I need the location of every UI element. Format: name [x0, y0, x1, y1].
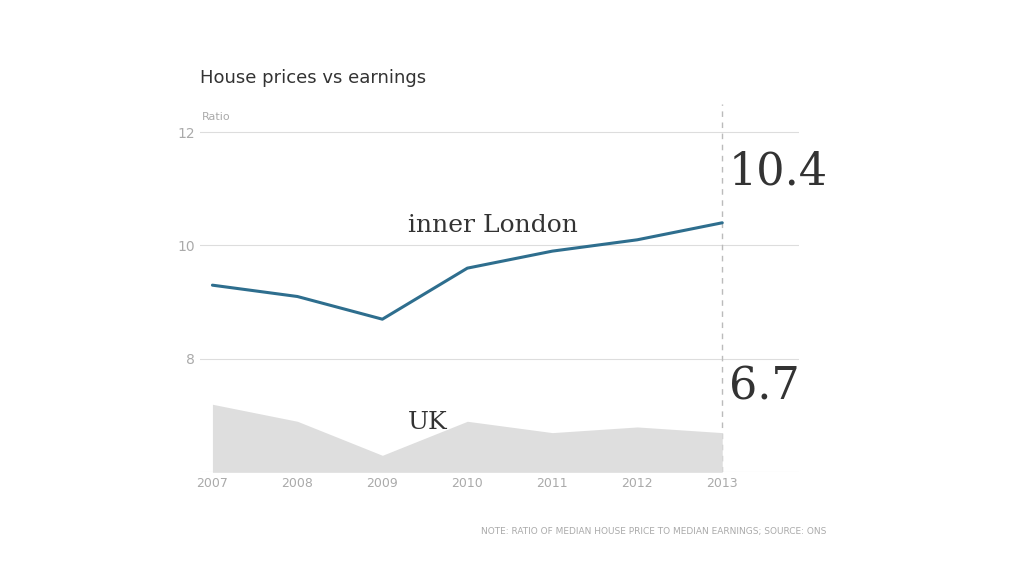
Text: Ratio: Ratio [202, 112, 230, 122]
Text: 10.4: 10.4 [729, 150, 828, 194]
Text: NOTE: RATIO OF MEDIAN HOUSE PRICE TO MEDIAN EARNINGS; SOURCE: ONS: NOTE: RATIO OF MEDIAN HOUSE PRICE TO MED… [481, 527, 826, 536]
Text: UK: UK [408, 411, 447, 434]
Text: inner London: inner London [408, 214, 578, 237]
Text: House prices vs earnings: House prices vs earnings [200, 69, 426, 87]
Text: 6.7: 6.7 [729, 366, 800, 409]
